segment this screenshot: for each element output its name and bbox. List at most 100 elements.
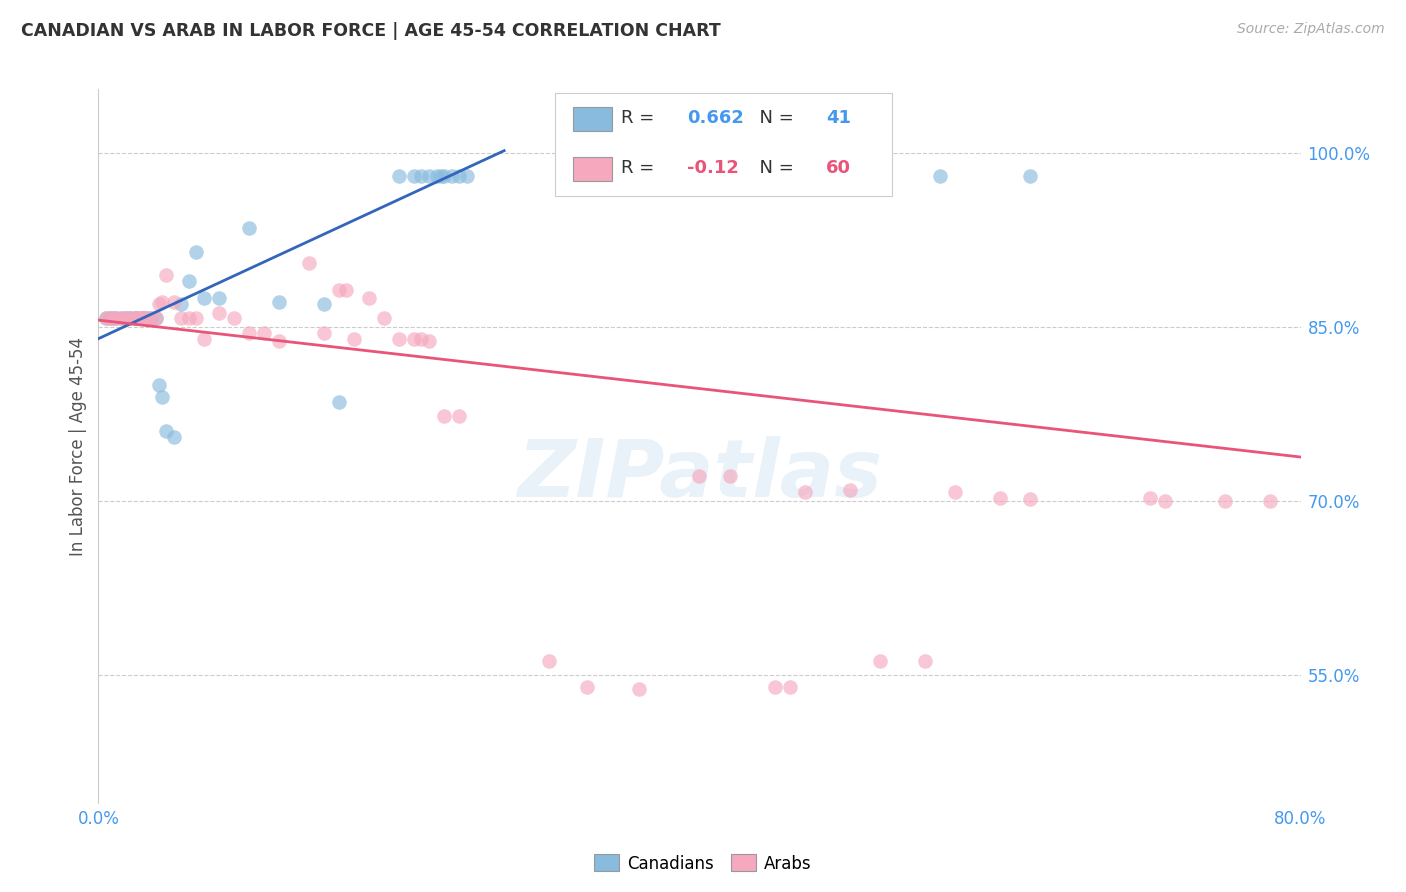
Point	[988, 491, 1011, 505]
Point	[312, 297, 335, 311]
Point	[869, 654, 891, 668]
Point	[418, 334, 440, 348]
Point	[139, 310, 162, 325]
Text: 60: 60	[825, 159, 851, 177]
Text: 0.662: 0.662	[688, 109, 744, 127]
Point	[114, 310, 136, 325]
Point	[433, 169, 456, 184]
Point	[1139, 491, 1161, 505]
Point	[139, 310, 162, 325]
Point	[456, 169, 478, 184]
Point	[1154, 494, 1177, 508]
Point	[838, 483, 860, 497]
Point	[238, 326, 260, 340]
Point	[793, 484, 815, 499]
Point	[193, 332, 215, 346]
Point	[155, 268, 177, 282]
Text: R =: R =	[621, 109, 661, 127]
Text: -0.12: -0.12	[688, 159, 740, 177]
Point	[184, 244, 207, 259]
Point	[447, 409, 470, 424]
Point	[430, 169, 453, 184]
Point	[267, 334, 290, 348]
Point	[343, 332, 366, 346]
Point	[718, 468, 741, 483]
Point	[402, 169, 425, 184]
Point	[94, 310, 117, 325]
Point	[110, 310, 132, 325]
FancyBboxPatch shape	[574, 157, 612, 180]
Point	[100, 310, 122, 325]
Point	[222, 310, 245, 325]
Point	[94, 310, 117, 325]
Point	[125, 310, 148, 325]
Point	[689, 468, 711, 483]
Point	[402, 332, 425, 346]
Point	[117, 310, 139, 325]
Point	[298, 256, 321, 270]
Point	[328, 283, 350, 297]
Point	[148, 297, 170, 311]
Point	[433, 409, 456, 424]
Point	[388, 332, 411, 346]
Point	[155, 425, 177, 439]
Text: CANADIAN VS ARAB IN LABOR FORCE | AGE 45-54 CORRELATION CHART: CANADIAN VS ARAB IN LABOR FORCE | AGE 45…	[21, 22, 721, 40]
Point	[208, 291, 231, 305]
Text: N =: N =	[748, 159, 799, 177]
Point	[129, 310, 152, 325]
Point	[150, 390, 173, 404]
Point	[132, 310, 155, 325]
Point	[238, 221, 260, 235]
Point	[335, 283, 357, 297]
Point	[150, 294, 173, 309]
Point	[117, 310, 139, 325]
Point	[148, 378, 170, 392]
Point	[1019, 169, 1042, 184]
Point	[129, 310, 152, 325]
Point	[538, 654, 561, 668]
Point	[779, 680, 801, 694]
Legend: Canadians, Arabs: Canadians, Arabs	[588, 847, 818, 880]
Point	[121, 310, 143, 325]
Point	[105, 310, 128, 325]
Point	[121, 310, 143, 325]
Point	[103, 310, 125, 325]
Point	[425, 169, 447, 184]
Point	[388, 169, 411, 184]
Point	[943, 484, 966, 499]
Point	[418, 169, 440, 184]
Point	[100, 310, 122, 325]
Point	[628, 682, 651, 697]
Point	[177, 274, 200, 288]
Y-axis label: In Labor Force | Age 45-54: In Labor Force | Age 45-54	[69, 336, 87, 556]
Point	[103, 310, 125, 325]
Point	[170, 310, 193, 325]
Point	[162, 430, 184, 444]
Point	[132, 310, 155, 325]
Point	[125, 310, 148, 325]
Point	[177, 310, 200, 325]
Point	[135, 310, 157, 325]
Point	[440, 169, 463, 184]
Point	[373, 310, 395, 325]
Point	[447, 169, 470, 184]
Point	[135, 310, 157, 325]
Point	[132, 310, 155, 325]
Point	[267, 294, 290, 309]
Point	[125, 310, 148, 325]
Point	[312, 326, 335, 340]
Point	[929, 169, 952, 184]
Point	[763, 680, 786, 694]
Text: Source: ZipAtlas.com: Source: ZipAtlas.com	[1237, 22, 1385, 37]
Point	[145, 310, 167, 325]
Point	[170, 297, 193, 311]
Text: N =: N =	[748, 109, 799, 127]
Point	[1019, 491, 1042, 506]
FancyBboxPatch shape	[555, 93, 891, 196]
Point	[105, 310, 128, 325]
Point	[110, 310, 132, 325]
Point	[411, 169, 433, 184]
Point	[145, 310, 167, 325]
Point	[1260, 494, 1282, 508]
Point	[357, 291, 380, 305]
